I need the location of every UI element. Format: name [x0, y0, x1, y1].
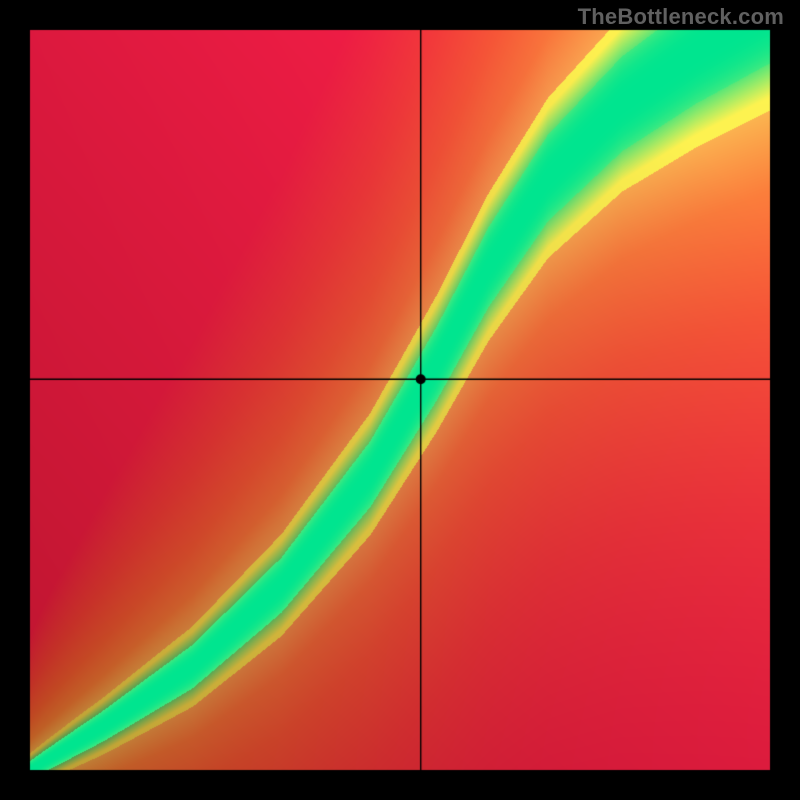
watermark-text: TheBottleneck.com	[578, 4, 784, 30]
bottleneck-heatmap	[0, 0, 800, 800]
chart-container: TheBottleneck.com	[0, 0, 800, 800]
